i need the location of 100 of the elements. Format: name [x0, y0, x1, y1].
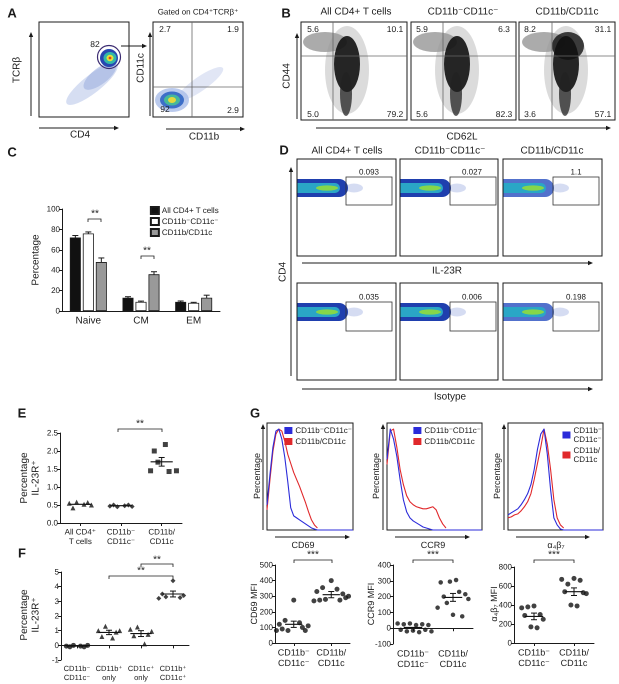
y-tick-label: 2.0 — [46, 446, 59, 456]
legend-label: All CD4+ T cells — [162, 206, 219, 215]
text: C — [7, 144, 18, 160]
x-tick-label: CD11b⁻ CD11c⁻ — [278, 647, 310, 668]
point — [146, 632, 151, 637]
point — [463, 592, 468, 596]
legend-label: CD11b/CD11c — [162, 228, 212, 237]
point — [454, 578, 458, 582]
y-axis-title: α₄β₇ MFI — [489, 586, 499, 622]
y-axis-title: Percentage — [371, 452, 381, 500]
point — [450, 612, 456, 618]
legend-label: CD11b⁻CD11c⁻ — [424, 426, 482, 435]
x-tick-label: All CD4⁺ T cells — [64, 527, 96, 546]
point — [574, 603, 580, 608]
legend-label: CD11b/CD11c — [424, 437, 475, 446]
point — [152, 448, 157, 454]
text: 2.9 — [227, 105, 240, 115]
y-tick-label: 100 — [378, 608, 392, 617]
point — [300, 624, 305, 630]
point — [311, 598, 316, 604]
text: 82 — [90, 39, 100, 49]
legend-label: CD11b/ CD11c — [573, 446, 601, 464]
text: G — [250, 406, 260, 420]
y-tick-label: 2.5 — [46, 428, 59, 438]
legend-label: CD11b/CD11c — [295, 437, 346, 446]
point — [528, 624, 534, 630]
y-tick-label: 40 — [51, 266, 61, 275]
x-tick-label: CD11b/ CD11c — [559, 647, 590, 668]
y-tick-label: 2 — [54, 612, 60, 620]
point — [395, 621, 400, 626]
y-tick-label: 1 — [54, 626, 60, 636]
point — [291, 598, 296, 603]
point — [110, 636, 116, 640]
text: 82.3 — [496, 109, 513, 119]
point — [460, 614, 464, 619]
point — [276, 622, 282, 627]
text: Isotype — [434, 392, 467, 402]
point — [408, 621, 412, 626]
y-tick-label: -100 — [374, 640, 392, 648]
point — [306, 623, 311, 628]
point — [181, 592, 186, 598]
text: CD11b — [188, 132, 220, 142]
text: *** — [427, 550, 439, 560]
point — [285, 628, 290, 634]
point — [532, 603, 536, 608]
point — [534, 625, 540, 630]
point — [178, 595, 183, 600]
point — [540, 616, 546, 622]
text: 0.198 — [566, 292, 587, 302]
point — [148, 468, 154, 474]
text: 5.6 — [416, 109, 428, 119]
point — [317, 598, 322, 603]
y-axis-title: Percentage IL-23R⁺ — [18, 452, 42, 504]
text: 6.3 — [498, 24, 510, 34]
point — [170, 578, 176, 584]
point — [410, 628, 416, 633]
legend-label: CD11b⁻ CD11c⁻ — [573, 426, 602, 444]
y-tick-label: 400 — [378, 560, 392, 570]
y-tick-label: 3 — [54, 596, 60, 606]
y-tick-label: 200 — [498, 620, 513, 628]
point — [572, 576, 576, 581]
text: All CD4+ T cells — [320, 6, 392, 18]
point — [565, 582, 570, 587]
point — [149, 628, 154, 634]
point — [559, 576, 564, 582]
text: F — [18, 546, 26, 560]
point — [320, 585, 326, 590]
point — [282, 618, 288, 623]
point — [346, 594, 352, 599]
y-axis-title: Percentage — [30, 234, 42, 286]
legend-label: CD11b⁻CD11c⁻ — [162, 217, 218, 226]
y-axis-title: Percentage — [492, 452, 502, 500]
point — [156, 596, 162, 601]
point — [398, 628, 403, 632]
point — [274, 628, 279, 634]
point — [134, 624, 140, 630]
y-tick-label: 100 — [260, 622, 274, 632]
x-tick-label: CD11b/ CD11c — [438, 648, 468, 669]
point — [423, 628, 428, 632]
point — [568, 602, 574, 608]
point — [584, 591, 589, 596]
point — [420, 622, 424, 626]
y-tick-label: 500 — [260, 560, 274, 570]
point — [163, 594, 168, 600]
text: 1.1 — [570, 168, 582, 176]
text: 2.7 — [159, 24, 172, 34]
text: CD62L — [446, 132, 478, 142]
point — [337, 598, 342, 603]
text: ** — [136, 418, 144, 430]
point — [70, 505, 76, 510]
x-tick-label: CD11b/ CD11c — [148, 527, 176, 546]
point — [416, 630, 422, 634]
x-axis-title: CCR9 — [420, 540, 446, 550]
x-tick-label: CD11b⁻ CD11c⁻ — [518, 647, 550, 668]
x-tick-label: Naive — [76, 315, 102, 326]
point — [442, 594, 446, 599]
y-tick-label: 80 — [51, 224, 61, 234]
text: 92 — [160, 104, 170, 114]
point — [174, 468, 179, 474]
x-tick-label: CM — [133, 315, 149, 326]
